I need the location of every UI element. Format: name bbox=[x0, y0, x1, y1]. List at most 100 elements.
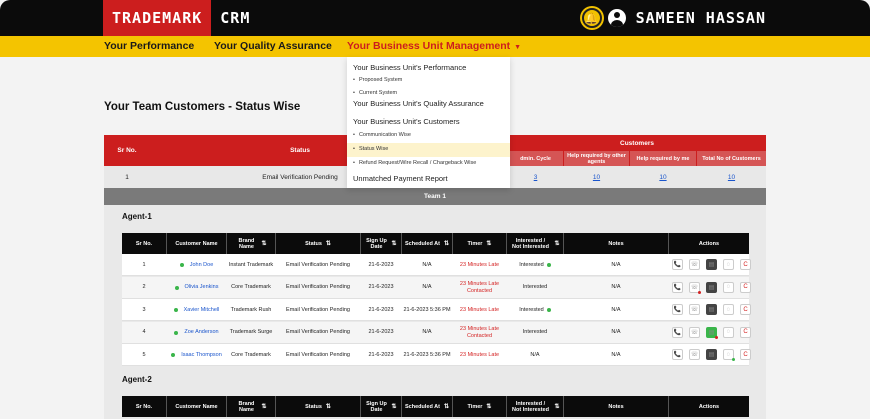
col-interest-label: Interested / Not Interested bbox=[511, 237, 549, 250]
col-divider bbox=[360, 396, 361, 417]
cell-name[interactable]: Zoe Anderson bbox=[167, 322, 226, 344]
online-status-icon bbox=[174, 330, 179, 335]
refresh-icon[interactable]: C bbox=[740, 349, 751, 360]
phone-icon[interactable]: 📞 bbox=[672, 259, 683, 270]
phone-icon[interactable]: 📞 bbox=[672, 281, 683, 293]
nav-business-unit-management[interactable]: Your Business Unit Management ▼ bbox=[347, 40, 521, 52]
sort-icon[interactable]: ⇅ bbox=[391, 240, 397, 247]
col-signup[interactable]: Sign Up Date ⇅ bbox=[361, 233, 401, 254]
cell-status: Email Verification Pending bbox=[286, 284, 350, 291]
col-interest[interactable]: Interested / Not Interested ⇅ bbox=[507, 233, 563, 254]
cell-name[interactable]: John Doe bbox=[167, 254, 226, 276]
menu-communication-wise[interactable]: Communication Wise bbox=[353, 132, 411, 138]
col-scheduled[interactable]: Scheduled At ⇅ bbox=[402, 396, 452, 417]
whatsapp-icon[interactable]: ◌ bbox=[723, 349, 735, 361]
refresh-icon[interactable]: C bbox=[740, 304, 751, 315]
customer-name-link[interactable]: Olivia Jenkins bbox=[184, 284, 219, 291]
menu-proposed-system[interactable]: Proposed System bbox=[353, 77, 402, 83]
sort-icon[interactable]: ⇅ bbox=[443, 240, 449, 247]
cell-name[interactable]: Xavier Mitchell bbox=[167, 299, 226, 321]
col-customer-name: Customer Name bbox=[175, 240, 218, 247]
refresh-icon[interactable]: C bbox=[740, 326, 751, 338]
whatsapp-icon[interactable]: ◌ bbox=[723, 281, 734, 293]
cell-name[interactable]: Isaac Thompson bbox=[167, 344, 226, 366]
main-nav: Your Performance Your Quality Assurance … bbox=[0, 36, 870, 57]
col-timer[interactable]: Timer ⇅ bbox=[453, 396, 506, 417]
online-status-icon bbox=[171, 353, 176, 357]
brand-logo[interactable]: TRADEMARK CRM bbox=[103, 0, 250, 36]
col-brand[interactable]: Brand Name ⇅ bbox=[227, 396, 275, 417]
customer-name-link[interactable]: John Doe bbox=[189, 261, 214, 268]
summary-total-link[interactable]: 10 bbox=[727, 174, 736, 181]
col-interest[interactable]: Interested / Not Interested ⇅ bbox=[507, 396, 563, 417]
col-timer-label: Timer bbox=[467, 403, 483, 410]
sort-icon[interactable]: ⇅ bbox=[554, 240, 560, 247]
cell-signup: 21-6-2023 bbox=[368, 284, 394, 291]
notification-dot bbox=[732, 358, 735, 361]
phone-icon[interactable]: 📞 bbox=[672, 326, 683, 338]
phone-icon[interactable]: 📞 bbox=[672, 349, 683, 360]
col-status[interactable]: Status ⇅ bbox=[276, 233, 360, 254]
customer-name-link[interactable]: Isaac Thompson bbox=[181, 351, 222, 358]
note-icon[interactable]: ▤ bbox=[706, 259, 717, 270]
sort-icon[interactable]: ⇅ bbox=[261, 240, 267, 247]
whatsapp-icon[interactable]: ◌ bbox=[723, 259, 734, 270]
phone-icon[interactable]: 📞 bbox=[672, 304, 683, 315]
cell-status: Email Verification Pending bbox=[286, 306, 350, 313]
row-actions: 📞 ☏ ▤ ◌ C bbox=[672, 281, 757, 294]
call-icon[interactable]: ☏ bbox=[689, 304, 700, 315]
note-icon[interactable]: ▤ bbox=[706, 281, 717, 293]
whatsapp-icon[interactable]: ◌ bbox=[723, 326, 734, 338]
sort-icon[interactable]: ⇅ bbox=[391, 403, 397, 410]
sort-icon[interactable]: ⇅ bbox=[261, 403, 267, 410]
call-icon[interactable]: ☏ bbox=[689, 326, 700, 338]
row-actions: 📞 ☏ ▤ ◌ C bbox=[672, 259, 757, 270]
cell-brand: Core Trademark bbox=[231, 351, 271, 358]
user-avatar-icon[interactable] bbox=[607, 9, 626, 27]
col-scheduled[interactable]: Scheduled At ⇅ bbox=[402, 233, 452, 254]
note-icon[interactable]: ▤ bbox=[706, 349, 717, 360]
cell-name[interactable]: Olivia Jenkins bbox=[167, 277, 226, 299]
customer-name-link[interactable]: Xavier Mitchell bbox=[183, 306, 220, 313]
col-signup-label: Sign Up Date bbox=[366, 400, 387, 413]
refresh-icon[interactable]: C bbox=[740, 281, 751, 293]
call-icon[interactable]: ☏ bbox=[689, 349, 700, 360]
menu-unmatched-payment-report[interactable]: Unmatched Payment Report bbox=[353, 174, 448, 183]
menu-current-system[interactable]: Current System bbox=[353, 90, 397, 96]
sort-icon[interactable]: ⇅ bbox=[443, 403, 449, 410]
menu-refund-wise[interactable]: Refund Request/Wire Recall / Chargeback … bbox=[353, 160, 476, 166]
note-icon[interactable]: ▤ bbox=[706, 304, 717, 315]
col-signup[interactable]: Sign Up Date ⇅ bbox=[361, 396, 401, 417]
customer-name-link[interactable]: Zoe Anderson bbox=[184, 329, 219, 336]
sort-icon[interactable]: ⇅ bbox=[325, 403, 331, 410]
col-divider bbox=[401, 233, 402, 254]
sort-icon[interactable]: ⇅ bbox=[486, 403, 492, 410]
bell-icon[interactable]: 🔔 bbox=[581, 8, 602, 28]
summary-admin-cycle-link[interactable]: 3 bbox=[533, 174, 538, 181]
col-brand[interactable]: Brand Name ⇅ bbox=[227, 233, 275, 254]
call-icon[interactable]: ☏ bbox=[689, 259, 700, 270]
nav-your-performance[interactable]: Your Performance bbox=[104, 40, 195, 52]
menu-business-unit-customers[interactable]: Your Business Unit's Customers bbox=[353, 117, 460, 126]
refresh-icon[interactable]: C bbox=[740, 259, 751, 270]
col-status[interactable]: Status ⇅ bbox=[276, 396, 360, 417]
col-sr: Sr No. bbox=[135, 403, 153, 410]
sort-icon[interactable]: ⇅ bbox=[486, 240, 492, 247]
call-icon[interactable]: ☏ bbox=[689, 281, 701, 294]
menu-business-unit-quality-assurance[interactable]: Your Business Unit's Quality Assurance bbox=[353, 99, 484, 108]
note-icon[interactable]: ▤ bbox=[706, 326, 718, 339]
product-name: CRM bbox=[220, 9, 251, 27]
summary-help-me-link[interactable]: 10 bbox=[659, 174, 667, 181]
whatsapp-icon[interactable]: ◌ bbox=[723, 304, 734, 315]
sort-icon[interactable]: ⇅ bbox=[325, 240, 331, 247]
user-name[interactable]: SAMEEN HASSAN bbox=[635, 9, 766, 27]
menu-business-unit-performance[interactable]: Your Business Unit's Performance bbox=[353, 63, 467, 72]
summary-help-others-link[interactable]: 10 bbox=[592, 174, 601, 181]
sort-icon[interactable]: ⇅ bbox=[554, 403, 560, 410]
brand-name: TRADEMARK bbox=[103, 0, 212, 36]
table-row: 4 Zoe Anderson Trademark Surge Email Verifi… bbox=[122, 321, 751, 344]
nav-your-quality-assurance[interactable]: Your Quality Assurance bbox=[214, 40, 332, 52]
menu-status-wise[interactable]: Status Wise bbox=[353, 146, 388, 152]
col-timer-label: Timer bbox=[467, 240, 483, 247]
col-timer[interactable]: Timer ⇅ bbox=[453, 233, 506, 254]
